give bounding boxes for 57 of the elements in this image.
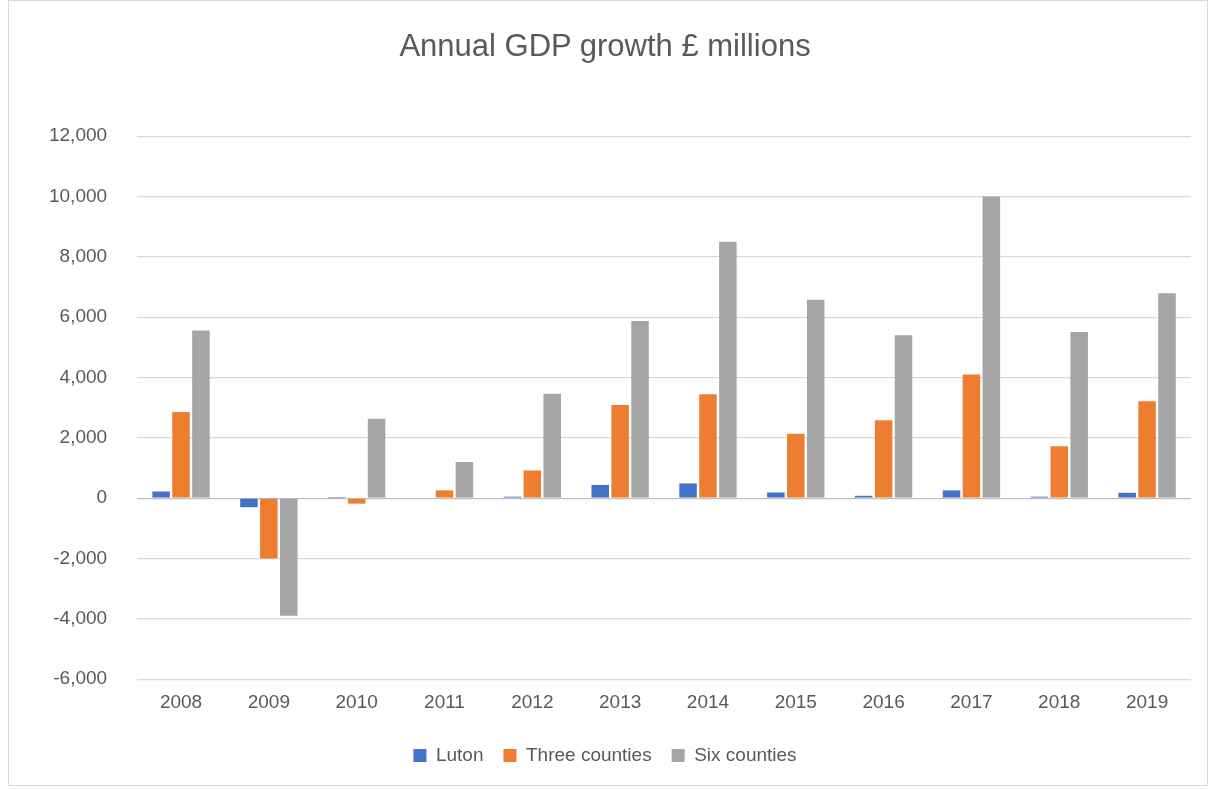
bar bbox=[942, 490, 961, 498]
x-tick-label: 2014 bbox=[686, 690, 730, 712]
bar bbox=[455, 462, 474, 498]
bar bbox=[260, 498, 278, 559]
y-tick-label: 0 bbox=[96, 486, 108, 508]
x-tick-label: 2013 bbox=[599, 690, 642, 712]
bar bbox=[679, 483, 697, 498]
bar bbox=[611, 404, 629, 498]
y-tick-label: -2,000 bbox=[53, 546, 108, 568]
bar bbox=[543, 393, 561, 498]
x-tick-label: 2018 bbox=[1038, 690, 1081, 712]
x-tick-label: 2008 bbox=[159, 690, 203, 712]
bar bbox=[367, 418, 386, 498]
bar bbox=[152, 491, 170, 498]
bar bbox=[874, 420, 893, 498]
bar bbox=[591, 484, 609, 498]
bar bbox=[962, 374, 981, 498]
bar bbox=[347, 498, 366, 504]
x-tick-label: 2010 bbox=[335, 690, 378, 712]
x-tick-label: 2011 bbox=[424, 690, 465, 712]
y-tick-label: 12,000 bbox=[48, 124, 108, 146]
x-tick-label: 2019 bbox=[1125, 690, 1169, 712]
bar bbox=[280, 498, 298, 616]
bar bbox=[192, 330, 210, 498]
bar bbox=[1070, 331, 1088, 498]
y-tick-label: 10,000 bbox=[48, 184, 108, 206]
legend-label: Six counties bbox=[694, 743, 797, 765]
legend-label: Three counties bbox=[525, 743, 652, 765]
x-tick-label: 2016 bbox=[862, 690, 905, 712]
x-tick-label: 2012 bbox=[511, 690, 554, 712]
bar bbox=[787, 433, 805, 498]
legend-label: Luton bbox=[435, 743, 484, 765]
bar bbox=[435, 490, 454, 498]
bar bbox=[631, 321, 649, 498]
bar bbox=[806, 299, 825, 498]
bar bbox=[1050, 446, 1069, 498]
bar bbox=[719, 241, 737, 498]
bar bbox=[982, 196, 1001, 498]
y-tick-label: -6,000 bbox=[53, 667, 108, 689]
bar bbox=[1158, 293, 1176, 498]
bar bbox=[894, 335, 913, 498]
bar bbox=[240, 498, 258, 508]
y-tick-label: -4,000 bbox=[53, 607, 108, 629]
bar bbox=[767, 492, 785, 498]
bar bbox=[523, 470, 542, 498]
bar bbox=[699, 394, 717, 498]
bar bbox=[1138, 401, 1156, 498]
y-tick-label: 8,000 bbox=[59, 245, 108, 267]
y-tick-label: 2,000 bbox=[59, 426, 108, 448]
x-tick-label: 2015 bbox=[774, 690, 817, 712]
x-tick-label: 2017 bbox=[950, 690, 993, 712]
bar bbox=[1118, 492, 1136, 498]
chart-title: Annual GDP growth £ millions bbox=[399, 28, 811, 64]
x-tick-label: 2009 bbox=[247, 690, 290, 712]
bar bbox=[172, 411, 190, 498]
y-tick-label: 4,000 bbox=[59, 365, 108, 387]
y-tick-label: 6,000 bbox=[59, 305, 108, 327]
